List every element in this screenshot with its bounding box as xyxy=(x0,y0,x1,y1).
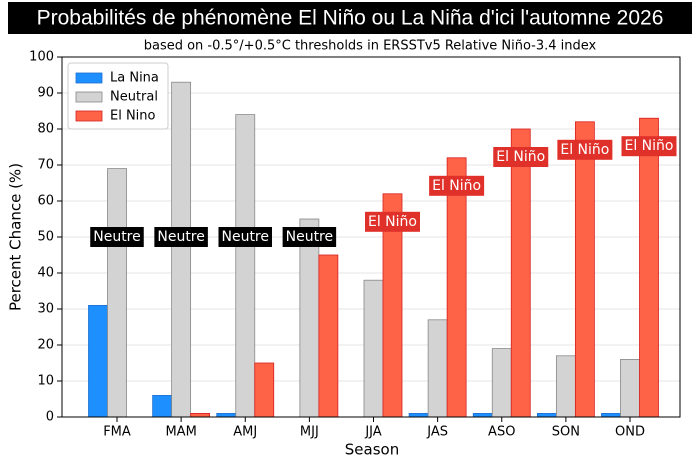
bar xyxy=(574,121,595,418)
x-tick-label: SON xyxy=(552,425,580,440)
y-tick-label: 70 xyxy=(37,158,54,173)
y-tick-label: 100 xyxy=(29,50,54,65)
annotation: El Niño xyxy=(557,139,613,160)
x-tick-label: JAS xyxy=(426,425,448,440)
y-tick-label: 50 xyxy=(37,230,54,245)
bar xyxy=(639,117,659,418)
annotation-label: El Niño xyxy=(625,138,674,154)
bar xyxy=(491,348,512,418)
annotation: Neutre xyxy=(154,227,208,247)
bar xyxy=(190,412,211,418)
x-tick-label: FMA xyxy=(103,425,131,440)
bar xyxy=(318,254,339,418)
annotation-label: Neutre xyxy=(286,229,334,245)
y-tick-label: 90 xyxy=(37,86,54,101)
annotation-box xyxy=(282,227,337,247)
y-axis-label: Percent Chance (%) xyxy=(7,163,25,311)
annotation-box xyxy=(621,136,677,157)
y-tick-label: 20 xyxy=(37,338,54,353)
annotation: El Niño xyxy=(429,175,485,196)
annotation: El Niño xyxy=(493,147,549,167)
annotation: El Niño xyxy=(621,136,677,157)
annotation-box xyxy=(557,139,613,160)
annotation: Neutre xyxy=(218,227,273,247)
bar xyxy=(216,412,237,418)
bar xyxy=(446,157,467,418)
bar xyxy=(254,362,275,418)
legend-swatch xyxy=(75,72,103,84)
bar xyxy=(620,358,640,418)
x-tick-label: JJA xyxy=(364,425,381,440)
bar xyxy=(152,394,173,418)
bar xyxy=(299,218,320,418)
chart-title: Probabilités de phénomène El Niño ou La … xyxy=(37,7,664,30)
bar xyxy=(408,412,429,418)
plot-frame xyxy=(61,56,681,418)
y-tick-label: 60 xyxy=(37,194,54,209)
title-box xyxy=(8,2,692,34)
chart-subtitle: based on -0.5°/+0.5°C thresholds in ERSS… xyxy=(144,39,597,54)
bar xyxy=(536,412,557,418)
bar xyxy=(235,114,256,418)
bar xyxy=(88,304,108,418)
annotation-label: El Niño xyxy=(432,178,481,194)
annotation-box xyxy=(365,211,420,232)
bar xyxy=(171,81,192,418)
annotation: El Niño xyxy=(365,211,420,232)
annotation-box xyxy=(154,227,208,247)
y-tick-label: 0 xyxy=(46,410,54,425)
annotation-label: Neutre xyxy=(93,229,141,245)
legend-label: La Nina xyxy=(110,71,159,86)
annotation-label: Neutre xyxy=(157,229,205,245)
annotation-label: El Niño xyxy=(560,142,609,158)
bar xyxy=(555,355,576,418)
annotation: Neutre xyxy=(282,227,337,247)
legend-label: El Nino xyxy=(110,109,156,124)
x-tick-label: MAM xyxy=(165,425,196,440)
bar xyxy=(363,279,384,418)
bar xyxy=(472,412,493,418)
bar xyxy=(601,412,621,418)
bar xyxy=(510,128,531,418)
x-tick-label: OND xyxy=(615,425,645,440)
x-tick-label: ASO xyxy=(488,425,515,440)
annotation-label: El Niño xyxy=(496,149,545,165)
annotation-box xyxy=(90,227,144,247)
legend-label: Neutral xyxy=(110,90,158,105)
annotation-label: Neutre xyxy=(221,229,269,245)
x-axis-label: Season xyxy=(345,441,399,459)
y-tick-label: 30 xyxy=(37,302,54,317)
y-tick-label: 40 xyxy=(37,266,54,281)
x-tick-label: AMJ xyxy=(233,425,257,440)
x-tick-label: MJJ xyxy=(300,425,319,440)
annotation-label: El Niño xyxy=(368,214,417,230)
annotation-box xyxy=(493,147,549,167)
legend: La Nina Neutral El Nino xyxy=(67,62,169,130)
legend-swatch xyxy=(75,110,103,122)
y-tick-label: 10 xyxy=(37,374,54,389)
annotation-box xyxy=(429,175,485,196)
annotation: Neutre xyxy=(90,227,144,247)
bar xyxy=(427,319,448,418)
legend-swatch xyxy=(75,91,103,103)
y-tick-label: 80 xyxy=(37,122,54,137)
annotation-box xyxy=(218,227,273,247)
bar xyxy=(107,168,127,418)
